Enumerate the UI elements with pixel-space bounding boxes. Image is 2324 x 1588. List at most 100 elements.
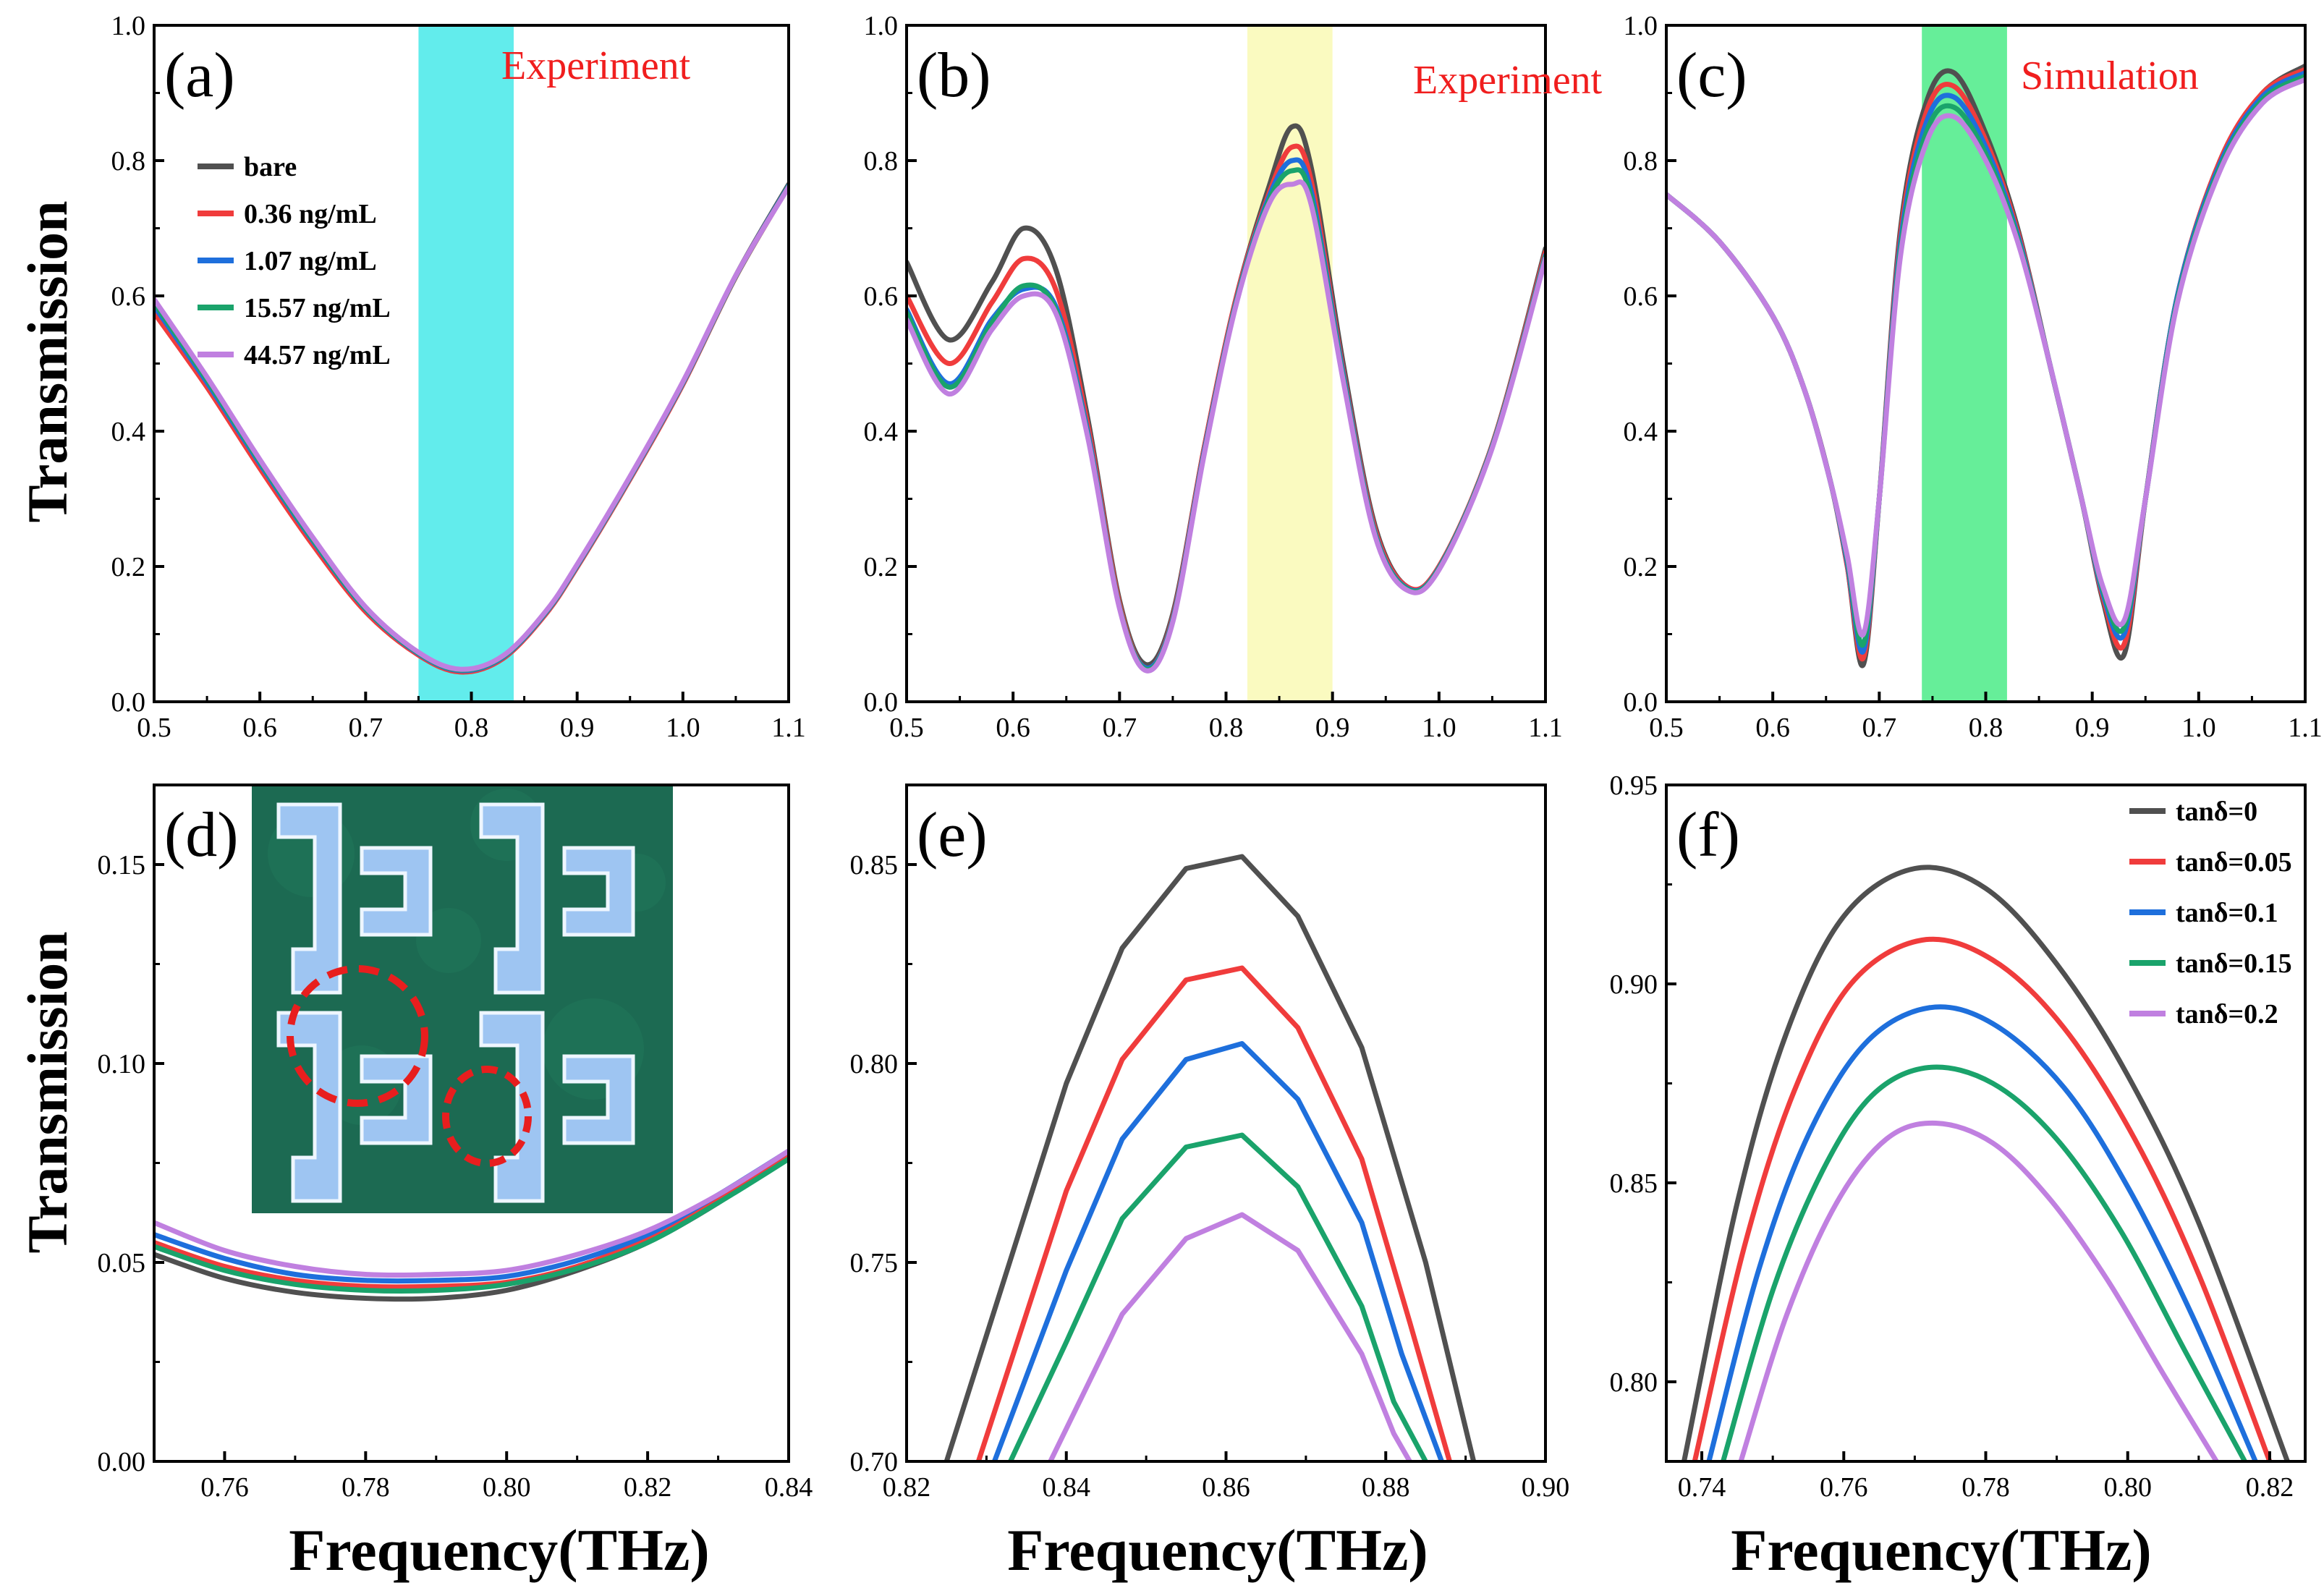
panel-d: 0.76 0.78 0.80 0.82 0.84 0.00 0.05 0.10 0.15 (d) [98,784,813,1503]
series-line-d-1 [154,1152,789,1290]
x-axis-title-d: Frequency(THz) [289,1517,710,1583]
x-tick-label: 0.82 [2246,1472,2294,1503]
series-group-f [1681,865,2290,1461]
highlight-band-a [418,25,514,702]
x-tick-label: 1.0 [1422,713,1456,743]
x-tick-label: 0.8 [1969,713,2003,743]
y-tick-label: 0.80 [1610,1367,1658,1398]
series-group-e [943,854,1477,1461]
annotation-c: Simulation [2021,54,2199,98]
panel-e: 0.82 0.84 0.86 0.88 0.90 0.70 0.75 0.80 0.85 (e) [850,784,1569,1503]
highlight-band-c [1922,25,2007,702]
series-line-d-4 [154,1148,789,1278]
x-tick-label: 0.9 [1315,713,1350,743]
resonator-split-ring [562,846,635,937]
annotation-b: Experiment [1413,58,1603,103]
series-line-e-4 [1048,1212,1412,1461]
resonator-cell-1 [479,802,635,995]
series-line-e-2 [991,1041,1444,1461]
panel-label-e: (e) [917,800,988,870]
x-tick-label: 0.80 [483,1472,531,1503]
panel-label-a: (a) [164,41,235,111]
x-tick-label: 0.9 [2075,713,2110,743]
legend-label: 44.57 ng/mL [244,340,391,370]
x-tick-label: 0.82 [624,1472,672,1503]
x-tick-label: 0.80 [2103,1472,2152,1503]
y-axis-title-top: Transmission [16,201,79,523]
inset-dashed-circle-large [287,965,428,1107]
panel-c: 0.5 0.6 0.7 0.8 0.9 1.0 1.1 0.0 0.2 0.4 0.6 0.8 1.0 (… [1624,11,2323,743]
inset-dashed-circle-small [442,1066,532,1167]
x-tick-label: 0.84 [1043,1472,1091,1503]
highlight-band-b [1247,25,1333,702]
legend-f: tanδ=0 tanδ=0.05 tanδ=0.1 tanδ=0.15 tanδ=0.2 [2129,797,2292,1029]
series-line-f-1 [1692,936,2273,1461]
series-line-e-0 [943,854,1477,1461]
y-tick-label: 0.4 [864,417,899,447]
resonator-bracket [479,802,545,995]
x-tick-label: 0.82 [883,1472,931,1503]
y-tick-label: 0.0 [111,687,146,718]
legend-label: 15.57 ng/mL [244,293,391,323]
y-tick-label: 0.2 [111,552,146,582]
x-tick-label: 0.9 [560,713,595,743]
x-tick-label: 0.76 [1820,1472,1868,1503]
series-line-f-0 [1681,865,2290,1461]
legend-label: tanδ=0.2 [2176,999,2278,1029]
series-group-a [154,182,789,675]
y-axis-title-bottom: Transmission [16,932,79,1254]
resonator-split-ring [562,1054,635,1145]
y-tick-label: 0.4 [1624,417,1658,447]
x-tick-label: 0.88 [1362,1472,1410,1503]
series-line-f-4 [1738,1120,2219,1461]
series-group-b [907,123,1545,674]
panel-label-b: (b) [917,41,991,111]
panel-label-f: (f) [1676,800,1740,870]
legend-label: tanδ=0 [2176,797,2257,827]
x-tick-label: 0.7 [1103,713,1137,743]
series-line-e-1 [975,965,1452,1461]
y-tick-label: 0.85 [850,850,899,880]
y-tick-label: 0.2 [1624,552,1658,582]
legend-label: 1.07 ng/mL [244,246,377,276]
y-tick-label: 1.0 [864,11,899,41]
x-tick-label: 0.74 [1678,1472,1726,1503]
x-tick-label: 0.86 [1202,1472,1250,1503]
y-tick-label: 0.4 [111,417,146,447]
annotation-a: Experiment [501,43,691,88]
x-tick-label: 1.0 [666,713,700,743]
y-tick-label: 1.0 [111,11,146,41]
x-tick-label: 1.1 [771,713,806,743]
y-tick-label: 0.80 [850,1049,899,1079]
x-tick-label: 0.8 [1209,713,1244,743]
panel-label-c: (c) [1676,41,1747,111]
series-line-d-3 [154,1156,789,1294]
x-axis-title-e: Frequency(THz) [1007,1517,1428,1583]
x-tick-label: 0.6 [1755,713,1790,743]
x-tick-label: 0.7 [349,713,383,743]
series-line-b-4 [907,179,1545,674]
y-tick-label: 0.00 [98,1447,146,1477]
legend-a: bare 0.36 ng/mL 1.07 ng/mL 15.57 ng/mL 44.57… [198,152,391,370]
y-tick-label: 0.05 [98,1248,146,1278]
series-group-d [154,1148,789,1302]
y-tick-label: 0.95 [1610,770,1658,801]
x-tick-label: 0.6 [996,713,1030,743]
y-tick-label: 0.8 [1624,146,1658,177]
y-tick-label: 0.6 [864,281,899,312]
legend-label: bare [244,152,297,182]
x-tick-label: 0.76 [200,1472,249,1503]
x-tick-label: 0.78 [342,1472,390,1503]
panel-f: 0.74 0.76 0.78 0.80 0.82 0.80 0.85 0.90 0.95 (f) t… [1610,770,2307,1503]
y-tick-label: 0.85 [1610,1168,1658,1199]
x-tick-label: 1.1 [2288,713,2323,743]
y-tick-label: 0.6 [1624,281,1658,312]
resonator-bracket [479,1011,545,1203]
resonator-bracket [276,802,342,995]
y-tick-label: 0.75 [850,1248,899,1278]
series-line-e-3 [1008,1132,1428,1461]
y-tick-label: 0.90 [1610,969,1658,1000]
x-tick-label: 0.5 [889,713,924,743]
series-group-c [1666,63,2305,668]
